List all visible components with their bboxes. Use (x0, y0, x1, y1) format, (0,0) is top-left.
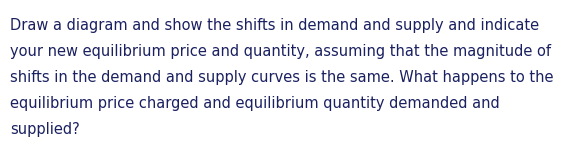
Text: equilibrium price charged and equilibrium quantity demanded and: equilibrium price charged and equilibriu… (10, 96, 500, 111)
Text: shifts in the demand and supply curves is the same. What happens to the: shifts in the demand and supply curves i… (10, 70, 554, 85)
Text: your new equilibrium price and quantity, assuming that the magnitude of: your new equilibrium price and quantity,… (10, 44, 551, 59)
Text: Draw a diagram and show the shifts in demand and supply and indicate: Draw a diagram and show the shifts in de… (10, 18, 539, 33)
Text: supplied?: supplied? (10, 122, 80, 137)
